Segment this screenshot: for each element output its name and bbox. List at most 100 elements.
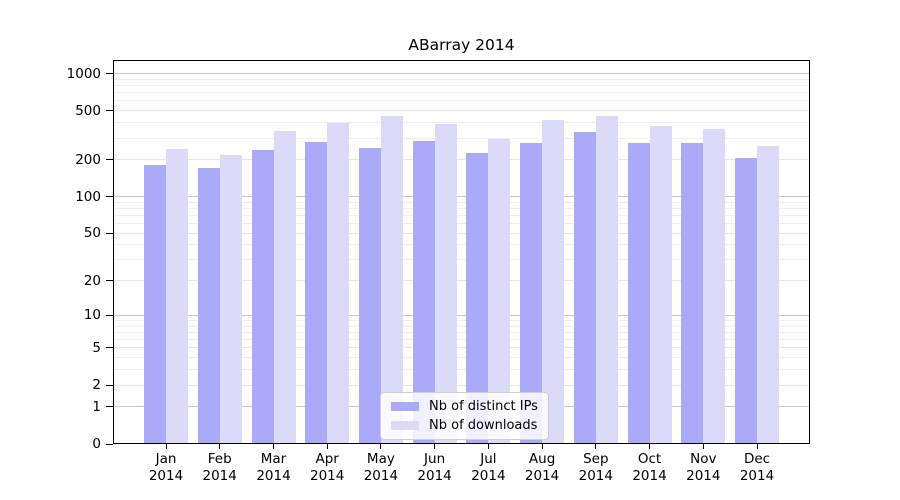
minor-gridline: [113, 207, 810, 209]
legend-swatch-distinct-ips-icon: [391, 402, 419, 411]
y-axis-tick: [106, 159, 113, 161]
y-axis-tick-label: 1000: [66, 65, 101, 82]
y-axis-tick-label: 200: [75, 151, 101, 168]
x-axis-tick: [756, 444, 758, 449]
y-axis-tick-label: 10: [83, 307, 101, 324]
minor-gridline: [113, 223, 810, 225]
bar-distinct-ips: [466, 152, 489, 444]
x-axis-tick: [434, 444, 436, 449]
bar-downloads: [273, 130, 296, 444]
x-axis-tick-label: Feb 2014: [202, 451, 237, 484]
y-axis-tick: [106, 280, 113, 282]
legend: Nb of distinct IPs Nb of downloads: [380, 392, 549, 440]
minor-gridline: [113, 78, 810, 80]
y-axis-tick-label: 1: [92, 398, 101, 415]
legend-item-downloads: Nb of downloads: [391, 418, 538, 433]
chart-title: ABarray 2014: [408, 36, 515, 54]
y-axis-tick: [106, 314, 113, 316]
y-axis-tick-label: 2: [92, 377, 101, 394]
bar-downloads: [166, 149, 188, 444]
x-axis-tick-label: Sep 2014: [578, 451, 613, 484]
minor-gridline: [113, 92, 810, 94]
bar-downloads: [649, 125, 672, 444]
bar-distinct-ips: [627, 143, 650, 444]
x-axis-tick: [487, 444, 489, 449]
x-axis-tick: [326, 444, 328, 449]
y-axis-tick-label: 100: [75, 188, 101, 205]
bar-downloads: [488, 138, 511, 444]
bar-downloads: [542, 119, 565, 444]
y-axis-tick-label: 5: [92, 339, 101, 356]
y-axis-tick-label: 0: [92, 436, 101, 452]
y-axis-tick: [106, 384, 113, 386]
minor-gridline: [113, 369, 810, 371]
minor-gridline: [113, 137, 810, 139]
x-axis-tick-label: Nov 2014: [686, 451, 721, 484]
major-gridline: [113, 232, 810, 234]
y-axis-tick-label: 50: [83, 225, 101, 242]
y-axis-tick-label: 500: [75, 102, 101, 119]
bar-distinct-ips: [681, 142, 704, 444]
minor-gridline: [113, 214, 810, 216]
major-gridline: [113, 196, 810, 197]
plot-area: [113, 60, 810, 444]
x-axis-tick-label: Apr 2014: [310, 451, 345, 484]
legend-label-distinct-ips: Nb of distinct IPs: [429, 399, 538, 414]
minor-gridline: [113, 339, 810, 341]
bar-downloads: [219, 154, 242, 444]
bar-distinct-ips: [197, 168, 220, 444]
minor-gridline: [113, 325, 810, 327]
x-axis-tick: [380, 444, 382, 449]
bar-distinct-ips: [412, 140, 435, 444]
bar-distinct-ips: [251, 150, 274, 444]
minor-gridline: [113, 244, 810, 246]
minor-gridline: [113, 332, 810, 333]
minor-gridline: [113, 320, 810, 321]
bar-distinct-ips: [144, 164, 166, 444]
minor-gridline: [113, 100, 810, 102]
x-axis-tick: [649, 444, 650, 449]
x-axis-tick-label: May 2014: [363, 451, 399, 484]
minor-gridline: [113, 201, 810, 203]
bar-distinct-ips: [305, 141, 328, 444]
bar-downloads: [434, 124, 457, 444]
major-gridline: [113, 110, 810, 112]
bar-distinct-ips: [735, 157, 757, 444]
x-axis-tick: [219, 444, 221, 449]
bar-downloads: [327, 123, 350, 444]
y-axis-tick-label: 20: [83, 272, 101, 289]
minor-gridline: [113, 122, 810, 124]
minor-gridline: [113, 259, 810, 261]
bar-downloads: [757, 145, 779, 444]
bar-distinct-ips: [358, 148, 381, 444]
major-gridline: [113, 73, 810, 74]
x-axis-tick-label: Jan 2014: [148, 451, 184, 484]
bar-distinct-ips: [520, 142, 543, 444]
x-axis-tick-label: Aug 2014: [524, 451, 560, 484]
bar-downloads: [703, 129, 726, 444]
x-axis-tick: [273, 444, 274, 449]
y-axis-tick: [106, 232, 113, 234]
minor-gridline: [113, 85, 810, 86]
legend-swatch-downloads-icon: [391, 421, 419, 430]
x-axis-tick-label: Mar 2014: [256, 451, 291, 484]
x-axis-tick-label: Oct 2014: [632, 451, 667, 484]
x-axis-tick-label: Jul 2014: [471, 451, 506, 484]
y-axis-tick: [106, 443, 113, 445]
x-axis-tick: [702, 444, 704, 449]
y-axis-tick: [106, 196, 113, 197]
major-gridline: [113, 314, 810, 316]
legend-item-distinct-ips: Nb of distinct IPs: [391, 399, 538, 414]
major-gridline: [113, 384, 810, 386]
x-axis-tick: [165, 444, 167, 449]
legend-label-downloads: Nb of downloads: [429, 418, 538, 433]
x-axis-tick-label: Dec 2014: [739, 451, 775, 484]
x-axis-tick: [595, 444, 597, 449]
minor-gridline: [113, 357, 810, 359]
major-gridline: [113, 159, 810, 161]
x-axis-tick-label: Jun 2014: [417, 451, 452, 484]
major-gridline: [113, 347, 810, 349]
x-axis-tick: [541, 444, 543, 449]
major-gridline: [113, 280, 810, 282]
bar-distinct-ips: [573, 132, 596, 444]
